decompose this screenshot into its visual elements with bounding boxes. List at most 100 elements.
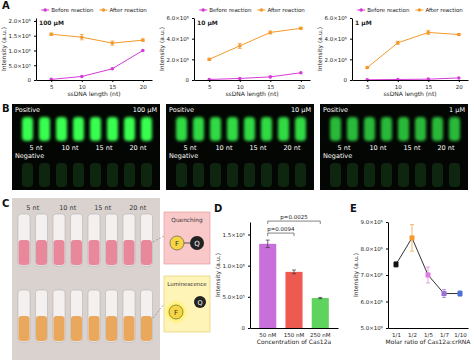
axis-title: Intensity (a.u.) [0, 27, 8, 71]
tube [176, 163, 187, 187]
axis-title: ssDNA length (nt) [225, 90, 278, 98]
axis-title: ssDNA length (nt) [383, 90, 436, 98]
error-bar [141, 39, 145, 41]
line [367, 32, 459, 67]
tick-label: 4.0×10⁶ [166, 36, 189, 42]
legend-label: After reaction [267, 7, 305, 13]
tube-glow [22, 117, 33, 141]
quencher [194, 296, 206, 308]
tick-label: 6.0×10⁶ [324, 15, 347, 21]
plot-area [49, 32, 145, 80]
tube-glow [210, 117, 221, 141]
marker [238, 44, 242, 48]
tube-liquid [71, 316, 82, 341]
marker [80, 75, 84, 79]
axis-line [195, 80, 311, 81]
tube-glow [244, 117, 255, 141]
tick-label: 0 [186, 77, 190, 83]
error-bar [458, 291, 462, 296]
title: 1 μM [355, 19, 372, 27]
tick-label: 7.0×10⁶ [360, 272, 383, 278]
tube-liquid [124, 316, 135, 341]
panel-label: E [350, 203, 357, 214]
tick: 1.5×10⁶ [222, 232, 250, 238]
tick-label: 5.0×10⁵ [8, 62, 31, 68]
quencher-label: Q [197, 299, 202, 307]
tick-label: 5 [50, 84, 54, 90]
tick-label: 6.0×10⁶ [166, 15, 189, 21]
tube-liquid [141, 240, 152, 265]
marker [141, 49, 145, 53]
tube [123, 214, 135, 266]
error-bar [238, 43, 242, 48]
tick-label: 1.5×10⁶ [222, 232, 245, 238]
tick-mark [34, 36, 36, 37]
tube-glow [432, 117, 443, 141]
tube-glow [141, 117, 152, 141]
fluorophore-label: F [175, 240, 179, 248]
tube-glow [107, 117, 118, 141]
tick-mark [350, 18, 352, 19]
tick: 5 [208, 80, 212, 90]
fluorophore-glow [166, 302, 186, 322]
tick-label: 1/7 [440, 332, 449, 338]
tick: 10 [79, 80, 86, 90]
error-bar [442, 290, 446, 298]
tick-mark [143, 80, 144, 82]
tube-glow [39, 117, 50, 141]
tick: 150 nM [284, 332, 305, 338]
tube [415, 163, 426, 187]
photo-background [320, 104, 468, 190]
tube [18, 214, 30, 266]
marker [111, 67, 115, 71]
tick-label: 9.0×10⁶ [360, 219, 383, 225]
tube [53, 290, 65, 342]
photo-label: Positive [323, 106, 348, 114]
photo-label: Positive [15, 106, 40, 114]
tube-glow [347, 117, 358, 141]
plot-area [394, 225, 463, 298]
fluorophore-label: F [174, 309, 178, 317]
line [396, 238, 460, 294]
axis-line [353, 80, 469, 81]
tube [124, 163, 135, 187]
legend-item: After reaction [99, 7, 147, 13]
tick: 50 nM [259, 332, 276, 338]
tube [36, 214, 48, 266]
axis: 5.0×10⁶6.0×10⁶7.0×10⁶8.0×10⁶9.0×10⁶ [360, 219, 388, 331]
tube-liquid [89, 316, 100, 341]
tick: 5.0×10⁵ [222, 294, 250, 300]
legend-item: Before reaction [357, 7, 410, 13]
tick: 8.0×10⁶ [360, 246, 388, 252]
tube [90, 163, 101, 187]
tick-label: 5 [208, 84, 212, 90]
lane-label: 15 nt [403, 144, 420, 152]
photo-label: Negative [323, 152, 352, 160]
photo-label: 100 μM [133, 106, 157, 114]
bar [312, 298, 329, 328]
legend-label: After reaction [109, 7, 147, 13]
photo: Positive10 μM5 nt10 nt15 nt20 ntNegative [166, 104, 314, 190]
title: 100 μM [39, 19, 64, 27]
tube [398, 163, 409, 187]
legend-marker [201, 8, 205, 12]
axis-line [194, 19, 195, 81]
marker [442, 291, 447, 296]
tube-glow [73, 117, 84, 141]
marker [426, 273, 431, 278]
photo-label: 10 μM [291, 106, 311, 114]
tube-liquid [36, 316, 47, 341]
tick: 0 [28, 77, 37, 83]
schematic-box [164, 212, 210, 264]
schematic-label: Quenching [171, 217, 203, 224]
panel-label: A [2, 0, 10, 11]
tick: 15 [267, 80, 274, 90]
error-bar [268, 31, 272, 34]
tick-label: 1/5 [424, 332, 433, 338]
tube-liquid [36, 240, 47, 265]
tick: 6.0×10⁶ [360, 299, 388, 305]
axis-title: Molar ratio of Cas12a:crRNA [386, 338, 472, 345]
lane-label: 10 nt [215, 144, 232, 152]
chart: 02.0×10⁶4.0×10⁶6.0×10⁶5101520Before reac… [158, 7, 311, 98]
marker [49, 78, 53, 80]
